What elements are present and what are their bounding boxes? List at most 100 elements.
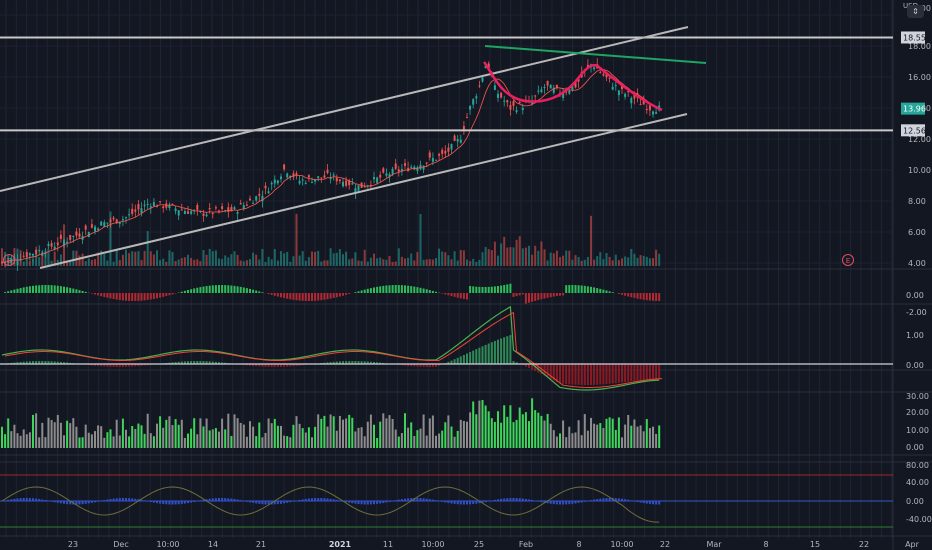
momentum-bar bbox=[441, 293, 444, 294]
activity-bar bbox=[13, 424, 16, 448]
volume-bar bbox=[320, 261, 323, 266]
volume-bar bbox=[22, 261, 25, 266]
momentum-bar bbox=[317, 293, 320, 301]
earnings-marker-left[interactable]: E bbox=[3, 254, 15, 266]
volume-bar bbox=[481, 252, 484, 266]
momentum-bar bbox=[53, 285, 56, 293]
macd-histogram-bar bbox=[534, 364, 537, 371]
time-axis[interactable]: 23 Dec 10:00 14 21 2021 11 10:00 25 Feb 8 10:00 22 Ma… bbox=[68, 540, 920, 549]
candle-body bbox=[202, 213, 205, 216]
activity-bar bbox=[531, 398, 534, 448]
candle-body bbox=[187, 211, 189, 214]
osc-bar bbox=[307, 498, 310, 502]
activity-bar bbox=[373, 424, 375, 448]
momentum-bar bbox=[537, 293, 540, 301]
volume-bar bbox=[87, 258, 90, 266]
macd-histogram-bar bbox=[515, 362, 518, 364]
candle-body bbox=[540, 89, 543, 93]
macd-histogram-bar bbox=[596, 364, 599, 385]
macd-histogram-bar bbox=[512, 361, 515, 364]
candle-body bbox=[335, 178, 338, 182]
osc-bar bbox=[404, 498, 406, 502]
macd-histogram-bar bbox=[295, 364, 298, 366]
momentum-bar bbox=[301, 293, 304, 301]
momentum-bar bbox=[571, 285, 574, 293]
osc-bar bbox=[379, 501, 382, 504]
osc-bar bbox=[481, 501, 484, 503]
candle-body bbox=[493, 85, 496, 90]
activity-bar bbox=[338, 415, 341, 448]
osc-bar bbox=[506, 498, 509, 502]
momentum-bar bbox=[466, 293, 468, 300]
activity-bar bbox=[475, 414, 478, 448]
volume-bar bbox=[224, 255, 227, 266]
osc-bar bbox=[382, 501, 385, 504]
momentum-bar bbox=[658, 293, 661, 301]
momentum-bar bbox=[41, 285, 44, 293]
candle-body bbox=[261, 195, 264, 202]
candle-body bbox=[376, 177, 379, 183]
momentum-bar bbox=[435, 291, 437, 293]
momentum-bar bbox=[214, 285, 217, 293]
volume-bar bbox=[134, 251, 137, 266]
osc-bar bbox=[642, 501, 645, 504]
momentum-bar bbox=[289, 293, 292, 300]
activity-bar bbox=[425, 435, 428, 448]
momentum-bar bbox=[338, 293, 341, 297]
momentum-bar bbox=[199, 287, 202, 293]
macd-histogram-bar bbox=[422, 364, 425, 367]
volume-bar bbox=[97, 252, 100, 266]
volume-bar bbox=[199, 261, 202, 266]
macd-histogram-bar bbox=[410, 364, 413, 367]
osc-bar bbox=[366, 501, 369, 505]
osc-bar bbox=[593, 499, 596, 502]
momentum-bar bbox=[509, 283, 512, 293]
volume-bar bbox=[152, 254, 155, 266]
candle-body bbox=[438, 153, 441, 156]
activity-bar bbox=[577, 420, 580, 448]
volume-bar bbox=[537, 250, 540, 266]
chevron-up-down-icon[interactable]: ⇕ bbox=[907, 5, 924, 18]
candle-body bbox=[345, 180, 348, 186]
volume-bar bbox=[47, 249, 50, 266]
volume-bar bbox=[137, 251, 140, 266]
momentum-bar bbox=[562, 293, 565, 296]
candle-body bbox=[286, 173, 289, 178]
activity-bar bbox=[28, 432, 31, 448]
osc-bar bbox=[190, 501, 193, 503]
activity-bar bbox=[326, 426, 329, 448]
momentum-bar bbox=[645, 293, 648, 301]
momentum-bar bbox=[413, 286, 416, 293]
earnings-marker-right[interactable]: E bbox=[842, 254, 854, 266]
osc-bar bbox=[624, 499, 627, 502]
osc-bar bbox=[84, 501, 87, 504]
candle-body bbox=[131, 208, 134, 214]
osc-bar bbox=[617, 498, 620, 502]
momentum-bar bbox=[28, 286, 31, 293]
volume-bar bbox=[497, 255, 499, 266]
volume-bar bbox=[187, 254, 189, 266]
trend-drawings[interactable] bbox=[0, 26, 893, 269]
activity-bar bbox=[233, 414, 236, 448]
activity-bar bbox=[320, 418, 323, 448]
activity-bar bbox=[456, 430, 459, 448]
price-axis[interactable]: 20.0018.0016.0014.0012.0010.008.006.004.… bbox=[901, 4, 932, 524]
macd-histogram-bar bbox=[13, 362, 16, 364]
macd-histogram-bar bbox=[338, 361, 341, 364]
momentum-bar bbox=[137, 293, 140, 301]
activity-bar bbox=[59, 422, 62, 448]
volume-bar bbox=[267, 256, 270, 266]
volume-bar bbox=[59, 254, 62, 266]
volume-bar bbox=[301, 251, 304, 266]
volume-bar bbox=[506, 247, 509, 266]
osc-bar bbox=[484, 501, 487, 503]
activity-bar bbox=[537, 412, 540, 448]
candle-body bbox=[214, 207, 217, 209]
macd-histogram-bar bbox=[608, 364, 611, 384]
momentum-bar bbox=[555, 293, 558, 297]
macd-histogram-bar bbox=[500, 338, 503, 364]
activity-bar bbox=[552, 430, 555, 448]
volume-bar bbox=[645, 256, 648, 266]
activity-bar bbox=[484, 405, 487, 448]
